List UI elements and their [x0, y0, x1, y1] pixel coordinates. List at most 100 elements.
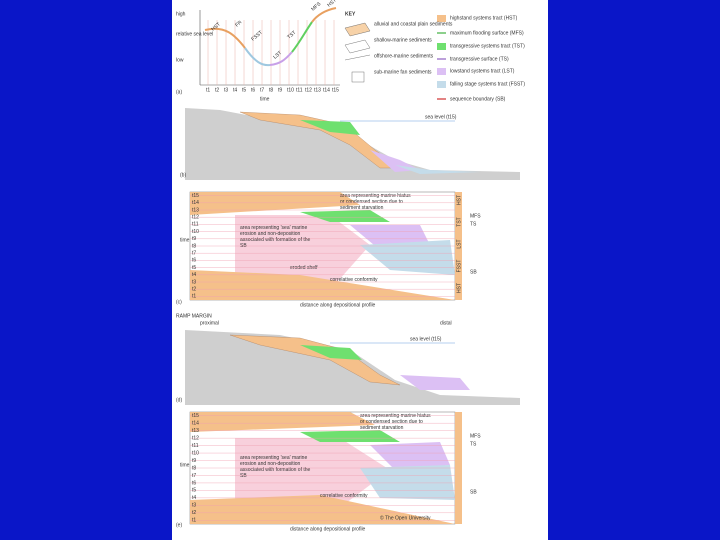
time-label: t10	[192, 229, 199, 235]
erosion-area	[235, 438, 390, 515]
curve-label: HST	[326, 0, 338, 9]
lst-area	[370, 442, 450, 470]
sea-level-label: sea level (t15)	[410, 336, 442, 342]
time-label: t6	[251, 87, 255, 93]
panel-label: (c)	[176, 299, 182, 305]
time-label: t11	[192, 222, 199, 228]
key-symbol	[351, 71, 365, 83]
key-title: KEY	[345, 11, 356, 17]
time-label: t2	[192, 510, 196, 516]
note: area representing marine hiatus or conden…	[340, 193, 411, 211]
time-label: t5	[192, 265, 196, 271]
hst-strata	[229, 334, 401, 386]
panel-label: (a)	[176, 89, 182, 95]
fsst-area	[360, 465, 455, 500]
time-label: t14	[323, 87, 330, 93]
time-label: t15	[192, 193, 199, 199]
legend-swatch	[437, 43, 446, 50]
key-symbol	[344, 39, 371, 54]
hst-area	[190, 412, 375, 432]
fsst-area	[360, 240, 455, 275]
x-axis-label: distance along depositional profile	[290, 526, 366, 532]
time-label: t1	[192, 518, 196, 524]
axis-label: time	[180, 462, 190, 468]
tract-label: TST	[456, 217, 462, 226]
legend-swatch	[437, 68, 446, 75]
tract-bar	[455, 192, 462, 300]
key-item: offshore-marine sediments	[374, 53, 434, 59]
time-label: t8	[192, 243, 196, 249]
note: area representing 'sea' marine erosion an…	[240, 225, 311, 249]
legend-item: lowstand systems tract (LST)	[450, 68, 515, 74]
time-label: t4	[233, 87, 237, 93]
legend-item: sequence boundary (SB)	[450, 96, 506, 102]
time-label: t13	[314, 87, 321, 93]
axis-text: relative sea level	[176, 31, 213, 37]
tract-label: HST	[456, 195, 462, 205]
note: correlative conformity	[320, 493, 368, 499]
time-label: t14	[192, 200, 199, 206]
note: correlative conformity	[330, 277, 378, 283]
time-label: t4	[192, 495, 196, 501]
time-label: t11	[296, 87, 303, 93]
time-label: t3	[192, 503, 196, 509]
time-label: t3	[192, 279, 196, 285]
legend-item: transgressive surface (TS)	[450, 56, 509, 62]
time-label: t13	[192, 207, 199, 213]
curve-hst	[311, 7, 337, 23]
tract-label: FSST	[456, 260, 462, 273]
panel-label: (b)	[180, 172, 186, 178]
time-label: t9	[278, 87, 282, 93]
hst-area	[190, 270, 455, 300]
axis-text: time	[260, 96, 270, 102]
note: area representing 'sea' marine erosion an…	[240, 455, 311, 479]
note: area representing marine hiatus or conden…	[360, 413, 431, 431]
time-lines	[207, 20, 335, 85]
legend-item: transgressive systems tract (TST)	[450, 43, 525, 49]
time-label: t14	[192, 421, 199, 427]
time-label: t2	[192, 287, 196, 293]
panel-label: (e)	[176, 522, 182, 528]
time-label: t11	[192, 443, 199, 449]
surface-label: TS	[470, 221, 477, 227]
axis-text: low	[176, 57, 184, 63]
curve-label: FR	[234, 19, 243, 28]
time-label: t6	[192, 480, 196, 486]
legend-swatch	[437, 81, 446, 88]
time-label: t10	[192, 450, 199, 456]
curve-lst	[269, 51, 293, 66]
curve-tst	[291, 21, 313, 53]
tract-bar	[455, 412, 462, 524]
tst-strata	[300, 345, 362, 360]
x-axis-label: distance along depositional profile	[300, 302, 376, 308]
time-label: t9	[192, 458, 196, 464]
fsst-strata	[395, 165, 480, 174]
time-label: t3	[224, 87, 228, 93]
key-item: alluvial and coastal plain sediments	[374, 21, 453, 27]
curve-fsst	[244, 47, 271, 67]
hst-area	[190, 495, 455, 524]
time-label: t5	[242, 87, 246, 93]
time-label: t7	[192, 251, 196, 257]
key-item: sub-marine fan sediments	[374, 69, 432, 75]
time-label: t7	[192, 473, 196, 479]
time-label: t5	[192, 488, 196, 494]
time-label: t12	[305, 87, 312, 93]
curve-label: MFS	[310, 1, 322, 13]
tst-area	[300, 430, 400, 442]
time-label: t12	[192, 215, 199, 221]
surface-label: MFS	[470, 433, 481, 439]
curve-label: HST	[210, 22, 222, 33]
sea-level-label: sea level (t15)	[425, 114, 457, 120]
time-label: t13	[192, 428, 199, 434]
ramp-label: proximal	[200, 320, 219, 326]
lst-strata	[400, 375, 470, 390]
ramp-label: distal	[440, 320, 452, 326]
tst-area	[300, 210, 390, 222]
time-label: t12	[192, 435, 199, 441]
note: eroded shelf	[290, 265, 318, 271]
time-label: t15	[192, 413, 199, 419]
time-label: t8	[192, 465, 196, 471]
curve-label: TST	[286, 30, 297, 41]
time-label: t6	[192, 258, 196, 264]
